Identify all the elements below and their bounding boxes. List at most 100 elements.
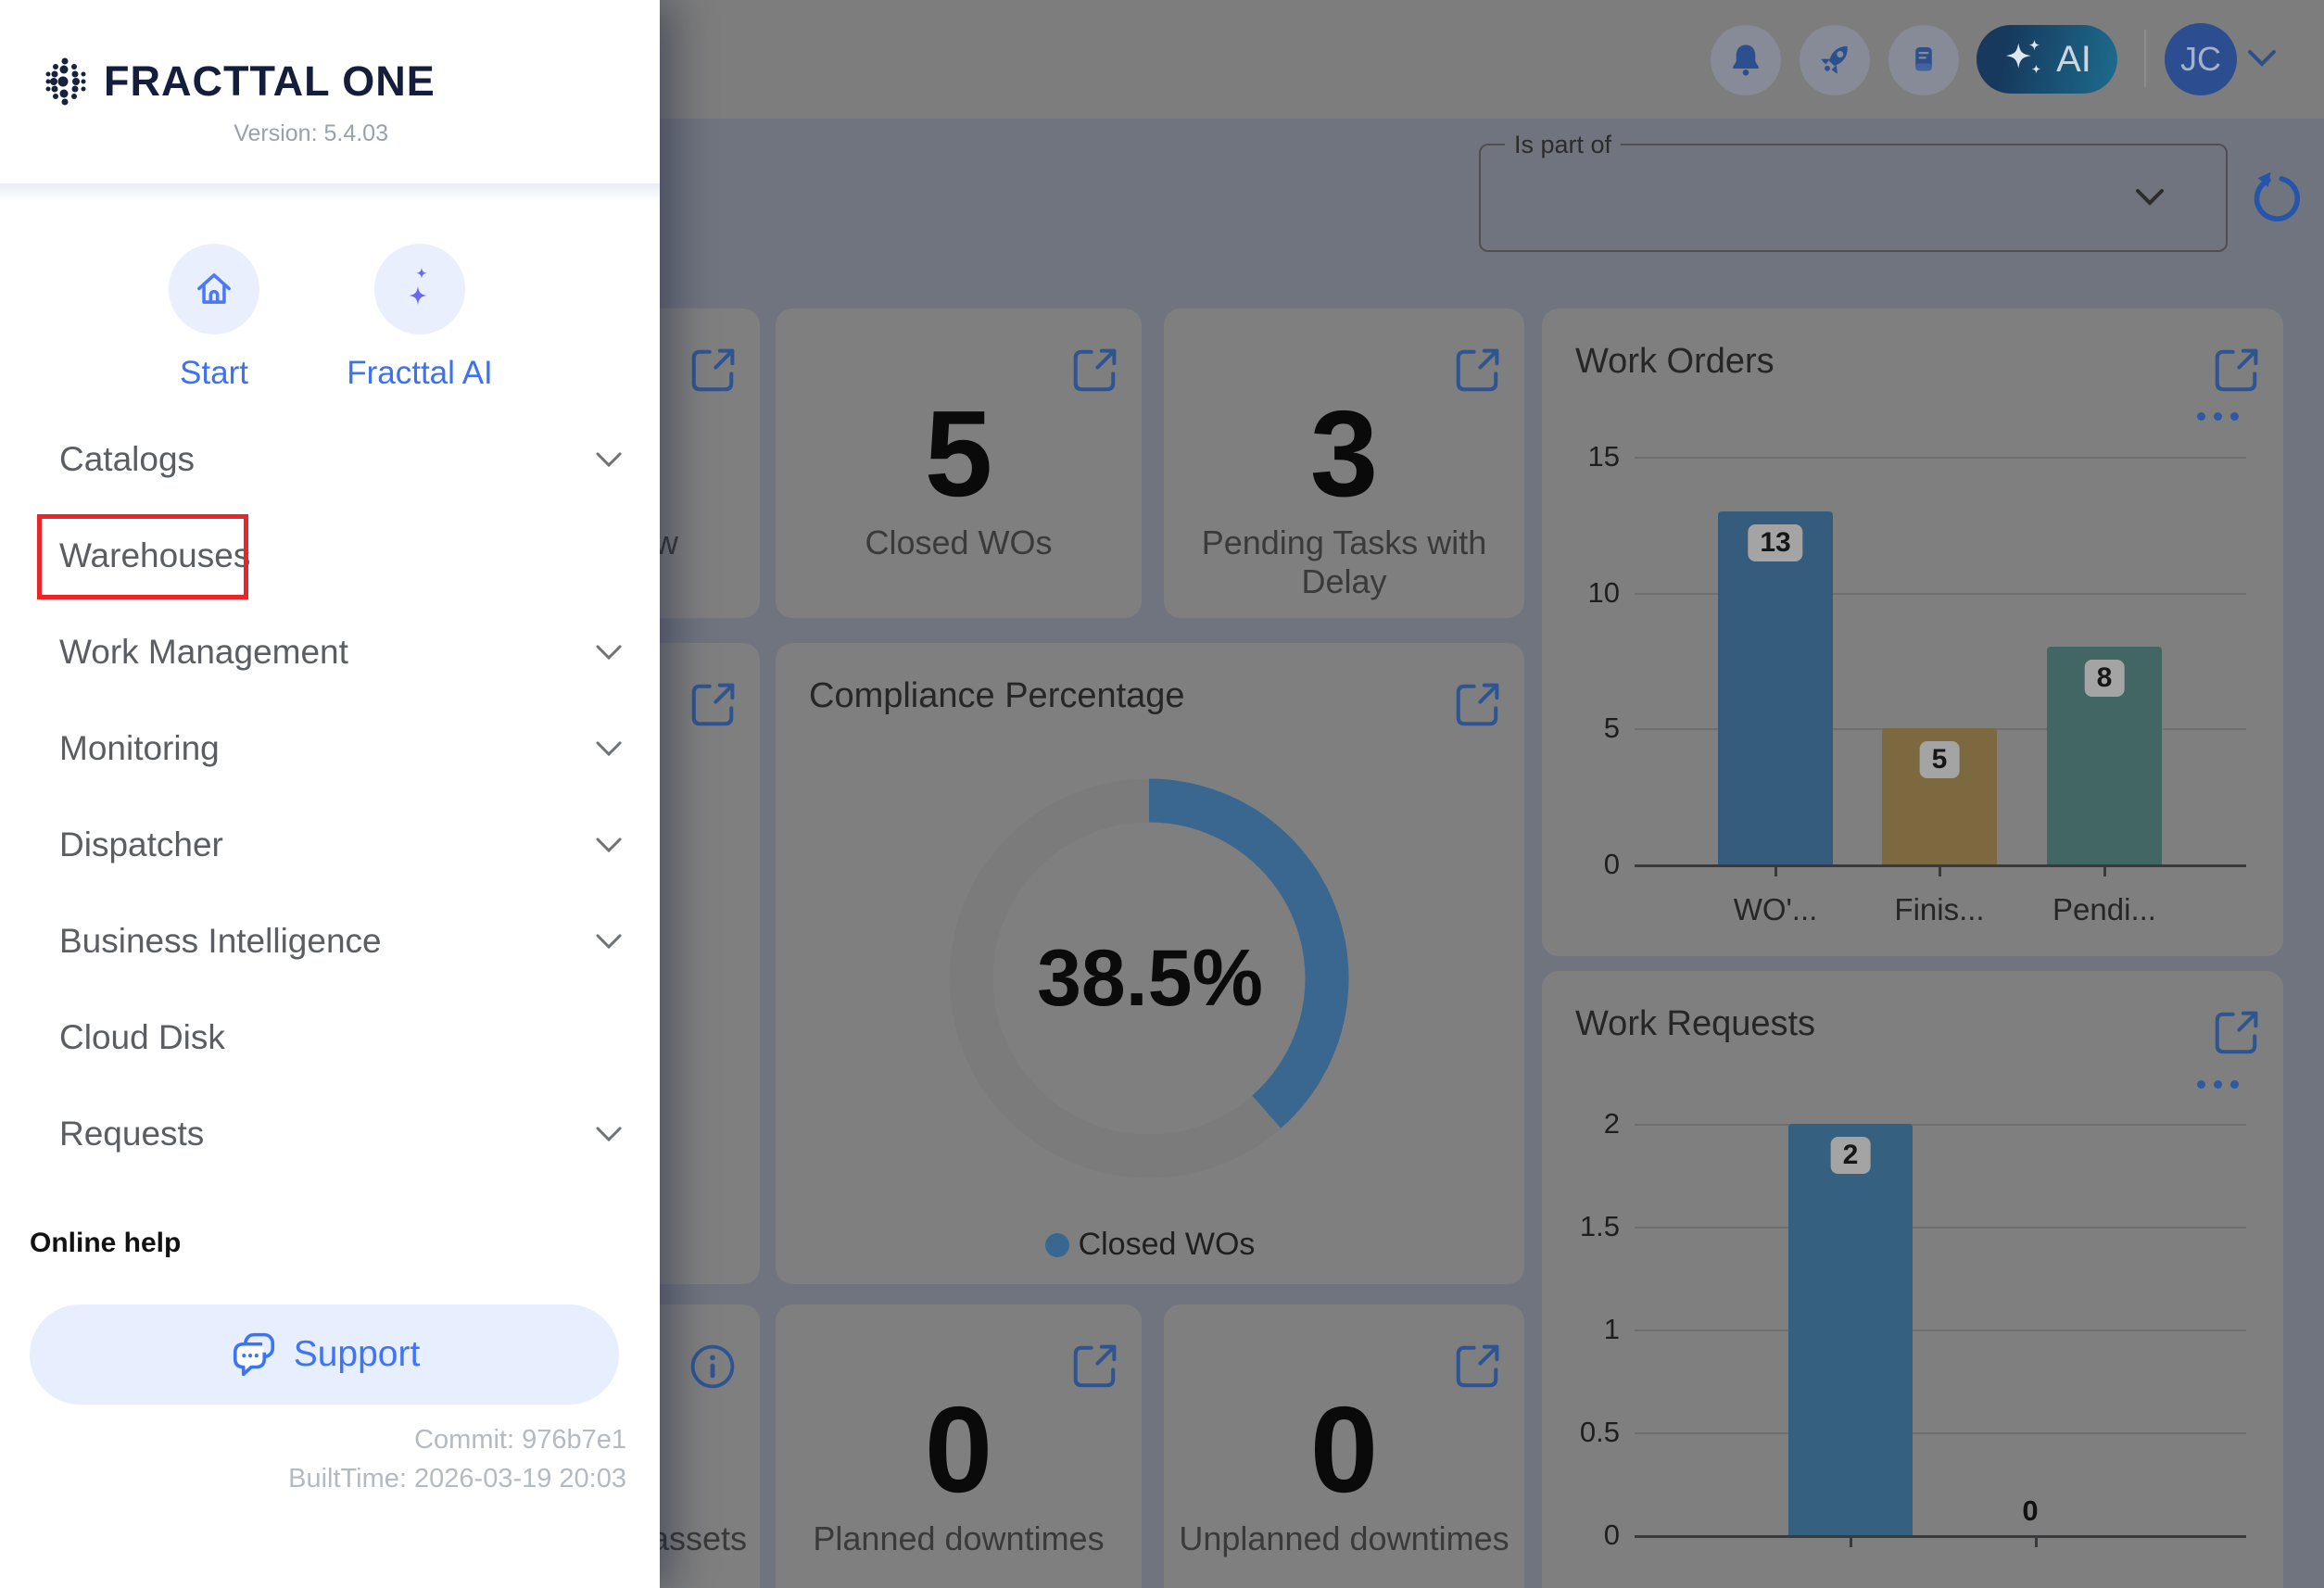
y-axis-tick-label: 15 <box>1587 440 1620 473</box>
topbar-divider <box>2144 30 2146 87</box>
kpi-value: 0 <box>1309 1380 1379 1518</box>
kpi-label: Closed WOs <box>865 523 1053 561</box>
bar-value-badge: 8 <box>2084 660 2125 698</box>
brand-title: FRACTTAL ONE <box>104 57 436 105</box>
y-axis-tick-label: 5 <box>1603 712 1620 745</box>
open-in-new-icon[interactable] <box>1452 346 1502 396</box>
kpi-label-fragment: assets <box>650 1519 748 1557</box>
online-help-label: Online help <box>30 1228 182 1258</box>
support-chat-icon <box>233 1332 274 1377</box>
y-axis-tick-label: 1.5 <box>1579 1210 1620 1242</box>
y-axis-tick-label: 1 <box>1603 1313 1620 1345</box>
whats-new-button[interactable] <box>1800 25 1870 95</box>
chart-menu-dots-icon[interactable] <box>2197 1080 2239 1089</box>
chart-menu-dots-icon[interactable] <box>2197 412 2239 421</box>
sidebar-item-catalogs[interactable]: Catalogs <box>0 411 660 508</box>
compliance-card: Compliance Percentage 38.5% Closed WOs <box>776 643 1524 1284</box>
kpi-value: 5 <box>924 384 993 522</box>
info-icon[interactable] <box>688 1342 738 1392</box>
chevron-down-icon <box>596 741 622 757</box>
sidebar-item-label: Dispatcher <box>59 826 223 863</box>
sidebar-item-label: Requests <box>59 1115 205 1153</box>
y-axis-tick-label: 0.5 <box>1579 1416 1620 1448</box>
chart-title: Work Orders <box>1575 342 1775 381</box>
sidebar-item-monitoring[interactable]: Monitoring <box>0 700 660 797</box>
gridline <box>1635 1432 2246 1434</box>
x-axis-category-label: WO'... <box>1733 892 1818 926</box>
y-axis-tick-label: 2 <box>1603 1107 1620 1140</box>
work-requests-card: Work Requests 0 0.5 1 1.5 2 2 0 <box>1542 971 2283 1588</box>
kpi-card-planned-downtimes[interactable]: 0 Planned downtimes <box>776 1304 1142 1588</box>
legend-dot-icon <box>1044 1232 1069 1257</box>
kpi-value: 3 <box>1309 384 1379 522</box>
sidebar-item-business-intelligence[interactable]: Business Intelligence <box>0 893 660 989</box>
sidebar-item-cloud-disk[interactable]: Cloud Disk <box>0 989 660 1086</box>
sidebar-item-label: Warehouses <box>59 536 251 574</box>
ai-button-label: AI <box>2056 38 2091 80</box>
handbook-button[interactable] <box>1888 25 1959 95</box>
is-part-of-label: Is part of <box>1505 131 1622 159</box>
x-axis-category-label: Pendi... <box>2052 892 2156 926</box>
chevron-down-icon <box>596 645 622 661</box>
sidebar-menu: Catalogs Warehouses Work Management Monitor… <box>0 411 660 1182</box>
chart-title: Compliance Percentage <box>809 676 1185 715</box>
chart-legend: Closed WOs <box>776 1227 1524 1263</box>
shortcut-start[interactable]: Start <box>140 244 288 392</box>
sidebar-item-requests[interactable]: Requests <box>0 1086 660 1182</box>
bar-zero-value-label: 0 <box>2022 1494 2039 1527</box>
open-in-new-icon[interactable] <box>1069 1342 1119 1392</box>
gridline <box>1635 1330 2246 1331</box>
navigation-drawer: FRACTTAL ONE Version: 5.4.03 Start Fract… <box>0 0 660 1588</box>
kpi-value: 0 <box>924 1380 993 1518</box>
account-chevron-down-icon[interactable] <box>2246 48 2278 69</box>
open-in-new-icon[interactable] <box>1069 346 1119 396</box>
open-in-new-icon[interactable] <box>1452 680 1502 730</box>
notifications-button[interactable] <box>1711 25 1781 95</box>
kpi-label: Unplanned downtimes <box>1179 1519 1509 1557</box>
select-chevron-down-icon[interactable] <box>2135 188 2165 207</box>
commit-label: Commit: 976b7e1 <box>414 1425 626 1455</box>
open-in-new-icon[interactable] <box>1452 1342 1502 1392</box>
refresh-icon[interactable] <box>2248 170 2304 226</box>
bar-0[interactable] <box>1788 1124 1913 1535</box>
support-label: Support <box>293 1334 421 1374</box>
x-axis-line <box>1635 1535 2246 1538</box>
chart-title: Work Requests <box>1575 1004 1816 1043</box>
bell-icon <box>1733 44 1759 76</box>
kpi-card-closed-wos[interactable]: 5 Closed WOs <box>776 309 1142 618</box>
kpi-label: Pending Tasks with Delay <box>1201 523 1487 600</box>
y-axis-tick-label: 0 <box>1603 1519 1620 1551</box>
open-in-new-icon[interactable] <box>2211 346 2261 396</box>
fracttal-ai-button[interactable]: AI <box>1977 25 2117 94</box>
avatar-initials: JC <box>2180 40 2221 78</box>
support-button[interactable]: Support <box>30 1304 619 1405</box>
version-label: Version: 5.4.03 <box>234 120 388 146</box>
open-in-new-icon[interactable] <box>2211 1008 2261 1058</box>
handbook-icon <box>1915 47 1932 71</box>
open-in-new-icon[interactable] <box>688 346 738 396</box>
compliance-donut <box>931 761 1367 1196</box>
gridline <box>1635 1227 2246 1229</box>
sidebar-item-dispatcher[interactable]: Dispatcher <box>0 797 660 893</box>
legend-label: Closed WOs <box>1078 1227 1256 1262</box>
user-avatar[interactable]: JC <box>2165 23 2237 95</box>
sidebar-item-work-management[interactable]: Work Management <box>0 604 660 700</box>
rocket-icon <box>1821 46 1848 74</box>
kpi-label: Planned downtimes <box>813 1519 1105 1557</box>
open-in-new-icon[interactable] <box>688 680 738 730</box>
x-axis-tick <box>2035 1535 2038 1547</box>
bar-WO'...[interactable] <box>1718 510 1833 864</box>
is-part-of-select[interactable]: Is part of <box>1479 131 2228 252</box>
x-axis-tick <box>1939 864 1941 876</box>
sparkles-icon <box>2005 39 2041 74</box>
y-axis-tick-label: 0 <box>1603 848 1620 880</box>
built-time-label: BuiltTime: 2026-03-19 20:03 <box>288 1464 626 1493</box>
gridline <box>1635 457 2246 459</box>
sidebar-item-warehouses[interactable]: Warehouses <box>0 508 660 604</box>
shortcut-fracttal-ai[interactable]: Fracttal AI <box>346 244 494 392</box>
sidebar-item-label: Work Management <box>59 633 348 671</box>
kpi-card-unplanned-downtimes[interactable]: 0 Unplanned downtimes <box>1164 1304 1524 1588</box>
shortcut-label: Start <box>180 355 248 391</box>
chevron-down-icon <box>596 452 622 468</box>
kpi-card-pending-tasks[interactable]: 3 Pending Tasks with Delay <box>1164 309 1524 618</box>
